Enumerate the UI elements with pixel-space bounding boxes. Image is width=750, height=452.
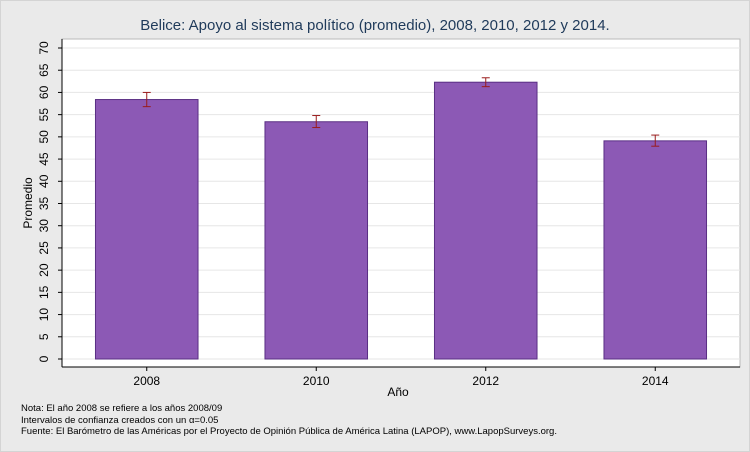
chart-title: Belice: Apoyo al sistema político (prome… [140, 17, 610, 34]
y-tick-label: 30 [37, 219, 51, 233]
y-tick-label: 70 [37, 41, 51, 55]
x-axis: 2008 2010 2012 2014 [62, 366, 740, 388]
bars [94, 81, 708, 360]
x-tick-label: 2012 [472, 374, 499, 388]
bar [433, 81, 538, 360]
bar [264, 121, 369, 360]
y-tick-label: 10 [37, 308, 51, 322]
note-line-3: Fuente: El Barómetro de las Américas por… [21, 426, 557, 437]
x-tick-label: 2014 [642, 374, 669, 388]
y-axis: 0 5 10 15 20 25 30 35 40 45 50 55 60 65 70 [37, 39, 63, 367]
y-tick-label: 5 [37, 333, 51, 340]
y-axis-label: Promedio [21, 177, 35, 229]
x-tick-label: 2010 [303, 374, 330, 388]
y-tick-label: 45 [37, 152, 51, 166]
bar [603, 140, 708, 360]
note-line-1: Nota: El año 2008 se refiere a los años … [21, 403, 223, 414]
bar-chart: 0 5 10 15 20 25 30 35 40 45 50 55 60 65 70 2008 2010 201… [21, 38, 741, 399]
chart-notes: Nota: El año 2008 se refiere a los años … [21, 403, 557, 438]
x-tick-label: 2008 [133, 374, 160, 388]
y-tick-label: 0 [37, 355, 51, 362]
note-line-2: Intervalos de confianza creados con un α… [21, 414, 219, 426]
y-tick-label: 35 [37, 197, 51, 211]
y-tick-label: 50 [37, 130, 51, 144]
y-tick-label: 55 [37, 108, 51, 122]
x-axis-label: Año [387, 385, 409, 399]
bar [94, 99, 199, 360]
y-tick-label: 60 [37, 85, 51, 99]
y-tick-label: 20 [37, 263, 51, 277]
y-tick-label: 25 [37, 241, 51, 255]
y-tick-label: 15 [37, 285, 51, 299]
y-tick-label: 65 [37, 63, 51, 77]
error-bars [142, 77, 660, 147]
y-tick-label: 40 [37, 174, 51, 188]
